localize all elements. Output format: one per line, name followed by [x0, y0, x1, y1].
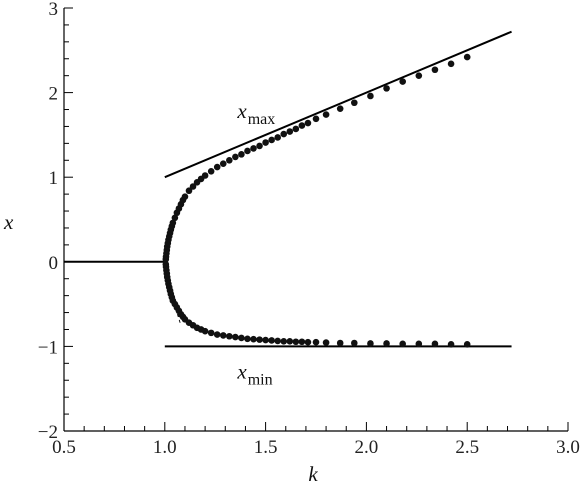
data-point [226, 332, 233, 340]
x-tick-label: 2.0 [355, 437, 379, 458]
axes [63, 8, 568, 432]
y-tick-label: 0 [49, 253, 59, 274]
y-tick-label: −2 [38, 422, 58, 443]
data-point [171, 214, 179, 222]
data-point [463, 53, 471, 61]
data-point [415, 340, 423, 348]
data-point [238, 334, 245, 342]
data-point [322, 111, 330, 118]
data-point [189, 183, 197, 190]
data-point [298, 122, 306, 129]
data-point [336, 339, 344, 347]
data-point [262, 139, 269, 146]
annotation-subscript: max [248, 111, 276, 128]
data-point [292, 338, 300, 346]
data-point [213, 163, 221, 171]
data-point [274, 134, 281, 141]
data-point [351, 99, 358, 107]
data-point [207, 329, 215, 337]
data-point [244, 147, 251, 155]
data-point [226, 156, 233, 164]
solid-line-1 [164, 30, 512, 179]
data-point [244, 335, 251, 343]
data-point [201, 327, 209, 335]
data-point [219, 160, 227, 167]
data-point [383, 340, 390, 347]
data-point [367, 340, 374, 347]
y-tick-label: 1 [49, 168, 59, 189]
data-point [250, 335, 257, 343]
x-tick-label: 1.0 [153, 437, 177, 458]
axis-ticks [63, 7, 569, 432]
x-tick-label: 2.5 [455, 437, 479, 458]
y-tick-label: 2 [49, 84, 59, 105]
annotation-subscript: min [248, 372, 273, 389]
data-point [219, 332, 227, 339]
data-point [213, 331, 221, 338]
y-tick-label: 3 [49, 0, 59, 20]
data-point [463, 340, 471, 348]
data-point [274, 337, 281, 345]
data-point [280, 338, 288, 345]
data-point [298, 338, 306, 346]
annotation-main: x [236, 99, 247, 123]
data-point [207, 167, 215, 175]
annotation-min: xmin [236, 360, 272, 389]
data-point [232, 153, 239, 161]
annotation-max: xmax [236, 99, 275, 128]
data-point [312, 338, 320, 346]
data-point [286, 128, 294, 135]
data-point [185, 187, 193, 195]
data-point [286, 338, 294, 345]
x-tick-label: 3.0 [556, 437, 580, 458]
data-point [447, 60, 455, 68]
y-axis-title: x [3, 210, 14, 234]
data-point [431, 66, 439, 74]
data-point [256, 336, 263, 343]
data-point [351, 339, 358, 347]
data-point [250, 145, 257, 152]
tick-labels: 0.5 1.0 1.5 2.0 2.5 3.0 −2 −1 0 1 2 3 [38, 0, 580, 458]
data-point [399, 340, 406, 348]
x-axis-title: k [308, 462, 318, 486]
annotation-main: x [236, 360, 247, 384]
x-tick-label: 1.5 [254, 437, 278, 458]
data-point [181, 193, 189, 200]
data-point [322, 339, 330, 346]
data-point [169, 219, 177, 227]
data-point [292, 125, 300, 133]
data-point [367, 92, 374, 100]
data-point [256, 142, 263, 150]
data-point [304, 119, 312, 127]
data-point [312, 115, 320, 123]
data-point [268, 337, 275, 344]
y-tick-label: −1 [38, 337, 58, 358]
data-point [447, 340, 455, 348]
data-point [383, 85, 390, 92]
x-tick-label: 0.5 [52, 437, 76, 458]
data-point [399, 78, 406, 85]
data-point [336, 105, 344, 112]
data-point [262, 336, 269, 344]
series-lines [64, 30, 512, 348]
data-point [232, 333, 239, 341]
data-point [280, 130, 288, 138]
data-point [268, 136, 275, 144]
data-point [201, 172, 209, 179]
data-point [304, 338, 312, 346]
data-point [415, 72, 423, 79]
data-points [162, 53, 471, 348]
data-point [431, 340, 439, 348]
data-point [238, 151, 245, 158]
